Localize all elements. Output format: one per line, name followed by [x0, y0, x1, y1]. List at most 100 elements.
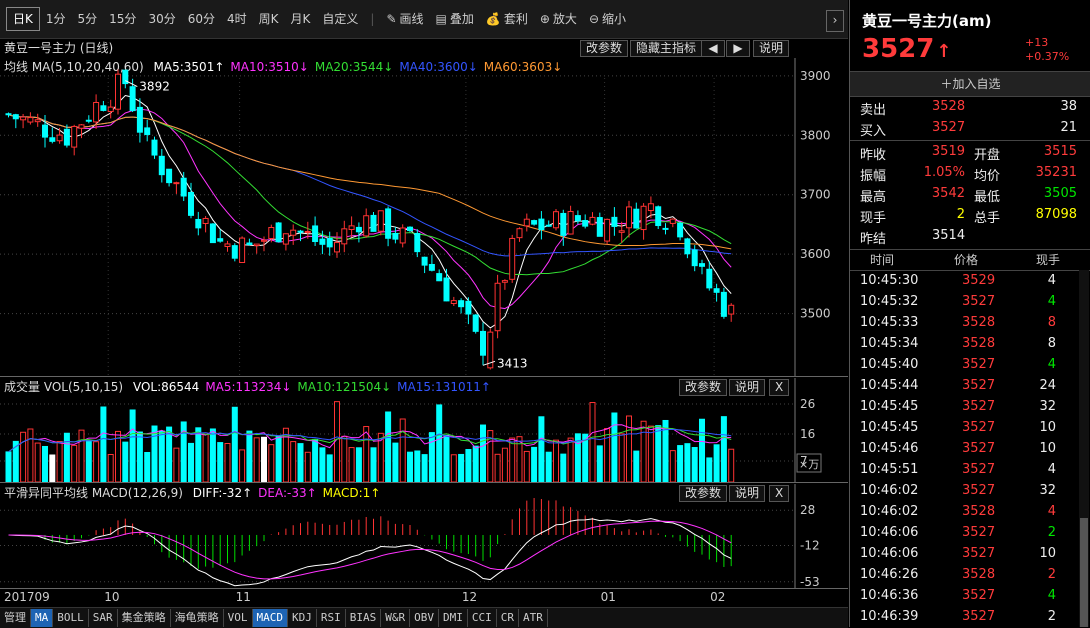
tool-label: 画线	[399, 12, 424, 26]
macd-chart[interactable]: 28 -12 -53	[0, 484, 848, 588]
candle-body	[443, 277, 450, 302]
vol-value: MA15:131011↑	[397, 380, 491, 394]
indicator-tab[interactable]: MACD	[252, 609, 288, 627]
vol-edit-params-button[interactable]: 改参数	[679, 379, 728, 396]
tool-button[interactable]: 💰 套利	[480, 8, 534, 30]
candle-body	[49, 137, 56, 142]
candle-body	[465, 300, 472, 315]
volume-bar	[560, 453, 567, 482]
scrollbar-thumb[interactable]	[1080, 518, 1088, 627]
diff-line	[8, 518, 732, 587]
volume-bar	[633, 450, 640, 482]
arrow-left-icon[interactable]: ◀	[701, 40, 725, 57]
indicator-tab[interactable]: 管理	[0, 609, 31, 627]
tool-label: 缩小	[602, 12, 627, 26]
indicator-tab[interactable]: W&R	[381, 609, 411, 627]
indicator-tab[interactable]: 集金策略	[118, 609, 171, 627]
macd-close-button[interactable]: X	[769, 485, 790, 502]
stat-value: 1.05%	[923, 165, 965, 180]
volume-bar	[640, 420, 647, 482]
tick-volume: 2	[1047, 525, 1056, 540]
candle-body	[334, 242, 340, 253]
macd-help-button[interactable]: 说明	[729, 485, 766, 502]
indicator-tab[interactable]: OBV	[410, 609, 439, 627]
volume-bar	[326, 454, 333, 482]
period-tab[interactable]: 1分	[45, 12, 66, 26]
candle-body	[596, 217, 603, 237]
volume-bar	[509, 437, 516, 482]
indicator-tab[interactable]: DMI	[439, 609, 468, 627]
volume-bar	[246, 430, 253, 482]
tick-volume: 32	[1039, 483, 1056, 498]
indicator-tab[interactable]: KDJ	[288, 609, 317, 627]
period-tab[interactable]: 30分	[148, 12, 176, 26]
period-tab[interactable]: 60分	[187, 12, 215, 26]
candle-body	[414, 233, 421, 253]
candle-body	[5, 113, 12, 116]
period-tab[interactable]: 周K	[258, 12, 279, 26]
indicator-tab[interactable]: SAR	[89, 609, 118, 627]
tool-label: 套利	[503, 12, 528, 26]
main-edit-params-button[interactable]: 改参数	[580, 40, 629, 57]
add-watchlist-button[interactable]: ＋加入自选	[850, 71, 1090, 97]
candle-body	[582, 220, 589, 227]
buy-row: 买入 3527 21	[850, 118, 1090, 139]
hide-main-indicator-button[interactable]: 隐藏主指标	[630, 40, 703, 57]
volume-bar	[202, 433, 209, 482]
candle-body	[553, 211, 559, 229]
macd-edit-params-button[interactable]: 改参数	[679, 485, 728, 502]
divider	[0, 588, 848, 589]
vol-tick: 26	[800, 397, 815, 411]
scrollbar[interactable]	[1079, 270, 1089, 627]
volume-bar	[545, 451, 552, 482]
indicator-tab[interactable]: MA	[31, 609, 54, 627]
volume-bar	[20, 431, 27, 482]
volume-bar	[684, 443, 691, 482]
vol-help-button[interactable]: 说明	[729, 379, 766, 396]
volume-bar	[312, 438, 319, 482]
candle-body	[385, 208, 392, 239]
price-tick: 3800	[800, 128, 831, 142]
volume-chart[interactable]: 26 16 7×万	[0, 378, 848, 482]
period-tab[interactable]: 5分	[77, 12, 98, 26]
indicator-tab[interactable]: 海龟策略	[171, 609, 224, 627]
candle-body	[480, 330, 486, 356]
candle-body	[640, 205, 647, 231]
indicator-tab[interactable]: BIAS	[346, 609, 382, 627]
indicator-tab[interactable]: VOL	[224, 609, 253, 627]
candle-body	[151, 139, 158, 156]
stat-value: 3519	[931, 144, 965, 159]
indicator-tab[interactable]: CR	[497, 609, 519, 627]
tool-button[interactable]: ⊖ 缩小	[583, 8, 632, 30]
stats-row: 最高 3542 最低 3505	[850, 184, 1090, 205]
tick-row: 10:46:36 3527 4	[850, 585, 1078, 606]
tick-volume: 32	[1039, 399, 1056, 414]
tick-volume: 10	[1039, 546, 1056, 561]
moneybag-icon: 💰	[485, 12, 501, 26]
chevron-right-icon[interactable]: ›	[826, 10, 844, 32]
period-tab[interactable]: 日K	[6, 7, 40, 31]
vol-value: VOL:86544	[132, 380, 200, 394]
tool-button[interactable]: ✎ 画线	[380, 8, 429, 30]
tick-price: 3527	[962, 441, 996, 456]
tool-button[interactable]: ▤ 叠加	[430, 8, 480, 30]
volume-bar	[275, 435, 282, 482]
arrow-right-icon[interactable]: ▶	[726, 40, 750, 57]
period-tab[interactable]: 月K	[290, 12, 311, 26]
indicator-tab[interactable]: ATR	[519, 609, 548, 627]
candle-body	[611, 216, 618, 227]
tool-button[interactable]: ⊕ 放大	[534, 8, 583, 30]
indicator-tab[interactable]: RSI	[317, 609, 346, 627]
main-help-button[interactable]: 说明	[753, 40, 790, 57]
indicator-tab[interactable]: CCI	[468, 609, 497, 627]
stat-value: 3542	[931, 186, 965, 201]
period-tab[interactable]: 自定义	[322, 12, 359, 26]
candlestick-chart[interactable]: 3900 3800 3700 3600 3500 3892 3413	[0, 58, 848, 376]
candle-body	[115, 73, 121, 110]
indicator-tab[interactable]: BOLL	[53, 609, 89, 627]
tick-volume: 8	[1047, 336, 1056, 351]
unit-box	[796, 453, 822, 473]
period-tab[interactable]: 4时	[227, 12, 247, 26]
vol-close-button[interactable]: X	[769, 379, 790, 396]
period-tab[interactable]: 15分	[109, 12, 137, 26]
